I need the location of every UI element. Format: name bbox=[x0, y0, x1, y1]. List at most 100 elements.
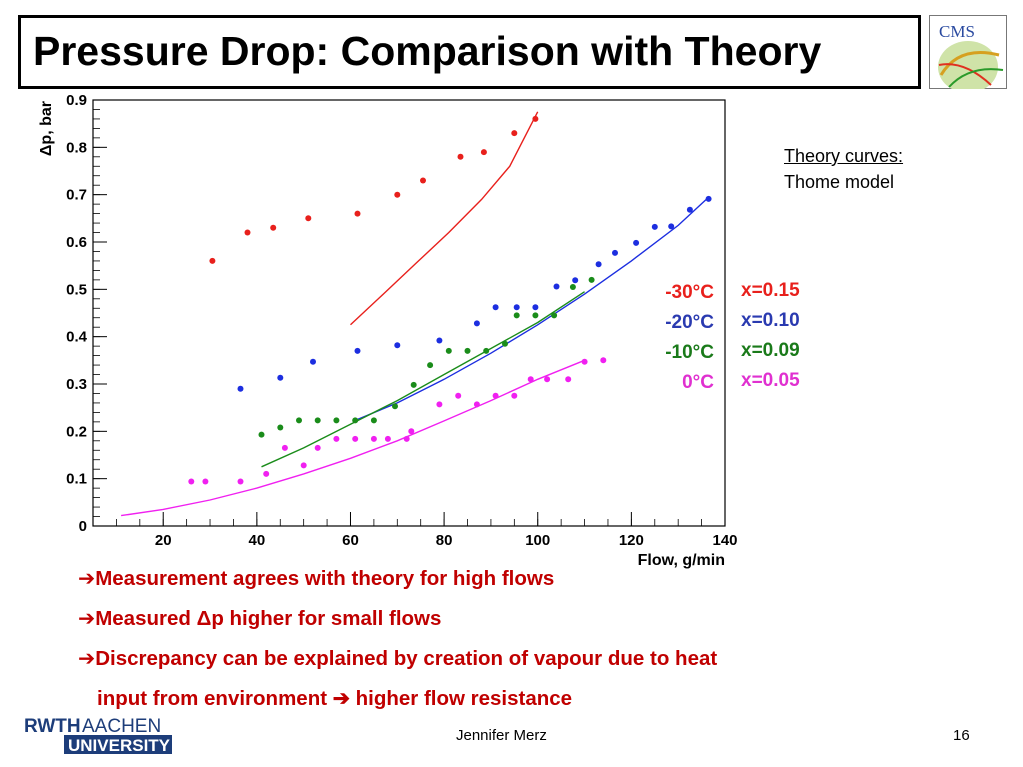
data-point bbox=[296, 417, 302, 424]
chart-svg: 0 0.1 0.2 0.3 0.4 0.5 0.6 0.7 0.8 0.9 20 40 60 80 100 1… bbox=[38, 92, 738, 569]
data-point bbox=[473, 320, 480, 327]
legend-quality-3: x=0.09 bbox=[741, 340, 800, 361]
data-point bbox=[553, 283, 560, 290]
data-point bbox=[305, 215, 312, 222]
bullet-1: ➔Measurement agrees with theory for high… bbox=[78, 566, 554, 591]
page-number: 16 bbox=[953, 727, 970, 744]
legend-quality-2: x=0.10 bbox=[741, 310, 800, 331]
data-point bbox=[333, 417, 340, 424]
data-point bbox=[633, 239, 640, 246]
data-point bbox=[384, 435, 391, 442]
legend-temp-3: -10°C bbox=[665, 342, 714, 363]
logo-university-text: UNIVERSITY bbox=[68, 736, 171, 755]
data-point bbox=[600, 357, 607, 364]
footer-author: Jennifer Merz bbox=[456, 727, 547, 744]
data-point bbox=[209, 257, 216, 264]
data-point bbox=[445, 347, 452, 354]
data-point bbox=[352, 435, 359, 442]
data-points-layer bbox=[188, 115, 712, 485]
data-point bbox=[551, 312, 558, 319]
axis-layer: 0 0.1 0.2 0.3 0.4 0.5 0.6 0.7 0.8 0.9 20 40 60 80 100 1… bbox=[66, 92, 737, 549]
data-point bbox=[612, 249, 618, 256]
data-point bbox=[403, 435, 410, 442]
data-point bbox=[686, 206, 693, 213]
data-point bbox=[408, 428, 415, 435]
data-point bbox=[263, 470, 270, 477]
theory-model: Thome model bbox=[784, 172, 895, 192]
logo-rwth-text: RWTH bbox=[24, 716, 81, 737]
data-point bbox=[502, 340, 508, 347]
data-point bbox=[436, 401, 443, 408]
data-point bbox=[410, 381, 417, 388]
data-point bbox=[483, 347, 490, 354]
x-tick-label: 100 bbox=[525, 532, 550, 549]
data-point bbox=[354, 347, 361, 354]
data-point bbox=[394, 342, 401, 349]
data-point bbox=[492, 304, 499, 311]
bullet-text: Discrepancy can be explained by creation… bbox=[95, 647, 718, 670]
theory-curve bbox=[350, 111, 539, 326]
y-tick-label: 0.4 bbox=[66, 329, 88, 346]
bullet-text: input from environment ➔ higher flow res… bbox=[97, 687, 573, 710]
page-title: Pressure Drop: Comparison with Theory bbox=[33, 28, 822, 74]
data-point bbox=[258, 431, 265, 438]
y-tick-label: 0.6 bbox=[66, 234, 87, 251]
data-point bbox=[188, 478, 195, 485]
theory-curve bbox=[261, 291, 585, 468]
y-axis-label: Δp, bar bbox=[38, 101, 55, 156]
data-point bbox=[532, 304, 539, 311]
y-tick-label: 0.2 bbox=[66, 423, 87, 440]
bullet-2: ➔Measured Δp higher for small flows bbox=[78, 606, 441, 631]
y-tick-label: 0.9 bbox=[66, 95, 87, 109]
data-point bbox=[511, 130, 518, 137]
y-tick-label: 0 bbox=[79, 518, 87, 535]
y-tick-label: 0.5 bbox=[66, 281, 87, 298]
data-point bbox=[354, 210, 361, 217]
x-tick-label: 120 bbox=[619, 532, 644, 549]
data-point bbox=[464, 347, 471, 354]
data-point bbox=[270, 224, 277, 231]
data-point bbox=[314, 444, 321, 451]
temperature-legend: -30°C -20°C -10°C 0°C bbox=[620, 278, 714, 398]
data-point bbox=[237, 478, 244, 485]
data-point bbox=[436, 337, 443, 344]
theory-curves-layer bbox=[120, 111, 707, 517]
data-point bbox=[565, 376, 572, 383]
y-tick-label: 0.3 bbox=[66, 376, 87, 393]
data-point bbox=[314, 417, 321, 424]
y-tick-label: 0.1 bbox=[66, 471, 87, 488]
legend-temp-2: -20°C bbox=[665, 312, 714, 333]
data-point bbox=[420, 177, 426, 184]
data-point bbox=[370, 435, 377, 442]
cms-logo: CMS bbox=[929, 15, 1007, 89]
quality-legend: x=0.15 x=0.10 x=0.09 x=0.05 bbox=[741, 276, 800, 396]
data-point bbox=[427, 362, 434, 369]
x-tick-label: 60 bbox=[342, 532, 359, 549]
data-point bbox=[237, 385, 244, 392]
data-point bbox=[281, 444, 288, 451]
data-point bbox=[457, 153, 464, 160]
arrow-icon: ➔ bbox=[78, 606, 96, 630]
theory-note: Theory curves: Thome model bbox=[784, 143, 903, 195]
data-point bbox=[651, 223, 658, 230]
plot-frame bbox=[92, 99, 726, 527]
data-point bbox=[480, 149, 487, 156]
data-point bbox=[668, 223, 675, 230]
data-point bbox=[300, 462, 307, 469]
x-tick-label: 80 bbox=[436, 532, 453, 549]
title-box: Pressure Drop: Comparison with Theory bbox=[18, 15, 921, 89]
data-point bbox=[511, 392, 518, 399]
x-tick-label: 20 bbox=[155, 532, 172, 549]
data-point bbox=[492, 392, 499, 399]
data-point bbox=[527, 376, 534, 383]
data-point bbox=[569, 284, 576, 290]
data-point bbox=[532, 312, 539, 319]
data-point bbox=[394, 191, 401, 198]
arrow-icon: ➔ bbox=[78, 566, 96, 590]
legend-temp-1: -30°C bbox=[665, 282, 714, 303]
y-tick-label: 0.8 bbox=[66, 139, 87, 156]
legend-temp-4: 0°C bbox=[682, 372, 714, 393]
x-tick-label: 40 bbox=[249, 532, 266, 549]
theory-curve bbox=[354, 198, 707, 422]
arrow-icon: ➔ bbox=[78, 646, 96, 670]
